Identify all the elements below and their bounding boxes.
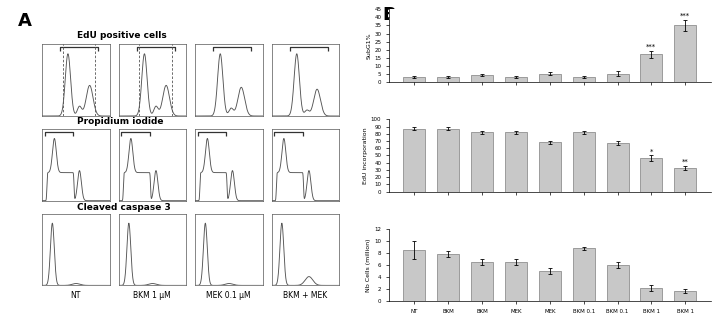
Text: *: *	[650, 149, 653, 155]
Text: EdU positive cells: EdU positive cells	[77, 31, 167, 40]
Text: BKM 1 μM: BKM 1 μM	[133, 291, 171, 300]
Bar	[640, 158, 662, 192]
Text: A: A	[18, 12, 32, 30]
Bar	[674, 168, 696, 192]
Text: BKM + MEK: BKM + MEK	[283, 291, 327, 300]
Bar	[607, 143, 628, 192]
Text: Cleaved caspase 3: Cleaved caspase 3	[77, 203, 171, 212]
Bar	[437, 254, 460, 301]
Text: NT: NT	[70, 291, 80, 300]
Text: MEK 0.1 μM: MEK 0.1 μM	[206, 291, 251, 300]
Bar	[607, 265, 628, 301]
Bar	[538, 74, 561, 82]
Y-axis label: EdU incorporation: EdU incorporation	[363, 127, 368, 184]
Bar	[640, 54, 662, 82]
Bar	[538, 143, 561, 192]
Text: **: **	[682, 159, 689, 165]
Bar	[505, 262, 527, 301]
Y-axis label: Nb Cells (million): Nb Cells (million)	[366, 239, 371, 292]
Y-axis label: SubG1%: SubG1%	[366, 32, 371, 59]
Text: ***: ***	[646, 44, 656, 50]
Bar	[573, 132, 595, 192]
Bar	[674, 291, 696, 301]
Bar	[471, 132, 493, 192]
Text: B: B	[383, 7, 396, 24]
Text: Propidium iodide: Propidium iodide	[77, 117, 164, 126]
Bar	[404, 250, 426, 301]
Bar	[471, 75, 493, 82]
Text: ***: ***	[680, 13, 690, 19]
Bar	[607, 74, 628, 82]
Bar	[538, 271, 561, 301]
Bar	[437, 77, 460, 82]
Bar	[505, 132, 527, 192]
Bar	[437, 129, 460, 192]
Bar	[674, 25, 696, 82]
Bar	[404, 77, 426, 82]
Bar	[573, 77, 595, 82]
Bar	[640, 288, 662, 301]
Bar	[505, 77, 527, 82]
Bar	[573, 248, 595, 301]
Bar	[404, 129, 426, 192]
Bar	[471, 262, 493, 301]
